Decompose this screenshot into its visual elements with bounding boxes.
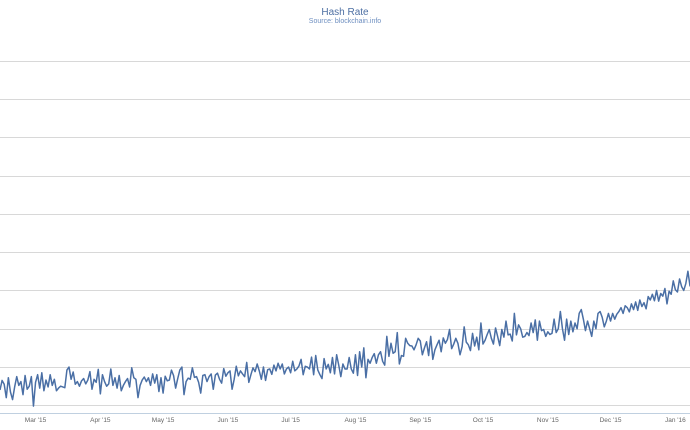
series-line (0, 270, 690, 407)
x-tick-label: Mar '15 (25, 417, 47, 424)
x-tick-label: Jan '16 (665, 417, 686, 424)
x-tick-label: May '15 (152, 417, 175, 424)
x-tick-label: Apr '15 (90, 417, 111, 424)
x-tick-label: Nov '15 (537, 417, 559, 424)
chart-subtitle: Source: blockchain.info (308, 18, 382, 25)
x-tick-label: Sep '15 (409, 417, 431, 424)
x-tick-label: Jul '15 (281, 417, 300, 424)
x-tick-label: Oct '15 (473, 417, 494, 424)
chart-title: Hash Rate (321, 7, 369, 18)
x-tick-label: Jun '15 (218, 417, 239, 424)
x-axis: Mar '15 Apr '15 May '15 Jun '15 Jul '15 Aug '… (0, 413, 690, 424)
x-tick-label: Aug '15 (345, 417, 367, 424)
series-group (0, 270, 690, 407)
x-tick-label: Dec '15 (600, 417, 622, 424)
grid-lines (0, 61, 690, 406)
